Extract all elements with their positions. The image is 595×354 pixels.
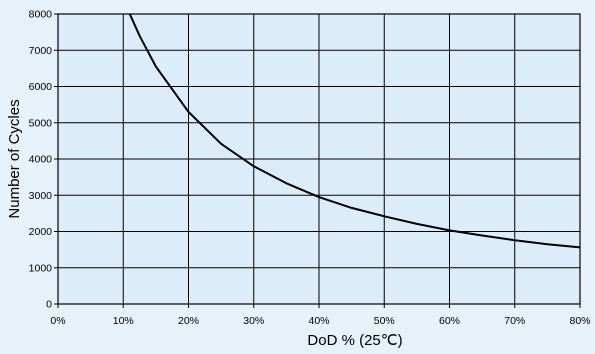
x-axis-ticks: 0% 10% 20% 30% 40% 50% 60% 70% 80% bbox=[50, 304, 591, 327]
y-axis-ticks: 0 1000 2000 3000 4000 5000 6000 7000 8000 bbox=[29, 9, 58, 311]
x-tick-label: 20% bbox=[178, 315, 199, 327]
y-tick-label: 1000 bbox=[29, 262, 53, 274]
y-tick-label: 5000 bbox=[29, 117, 53, 129]
y-tick-label: 2000 bbox=[29, 226, 53, 238]
x-tick-label: 30% bbox=[243, 315, 264, 327]
x-tick-label: 50% bbox=[374, 315, 395, 327]
x-tick-label: 40% bbox=[308, 315, 329, 327]
y-tick-label: 7000 bbox=[29, 45, 53, 57]
y-tick-label: 0 bbox=[46, 299, 52, 311]
grid-lines bbox=[58, 14, 580, 304]
x-tick-label: 70% bbox=[504, 315, 525, 327]
y-tick-label: 4000 bbox=[29, 154, 53, 166]
x-tick-label: 10% bbox=[113, 315, 134, 327]
y-tick-label: 3000 bbox=[29, 190, 53, 202]
series-line-cycles bbox=[128, 13, 581, 249]
series-layer bbox=[128, 13, 581, 249]
x-tick-label: 80% bbox=[569, 315, 590, 327]
y-tick-label: 8000 bbox=[29, 9, 53, 21]
y-tick-label: 6000 bbox=[29, 81, 53, 93]
y-axis-title: Number of Cycles bbox=[6, 99, 23, 218]
x-tick-label: 0% bbox=[50, 315, 65, 327]
x-axis-title: DoD % (25℃) bbox=[307, 332, 402, 349]
x-tick-label: 60% bbox=[439, 315, 460, 327]
